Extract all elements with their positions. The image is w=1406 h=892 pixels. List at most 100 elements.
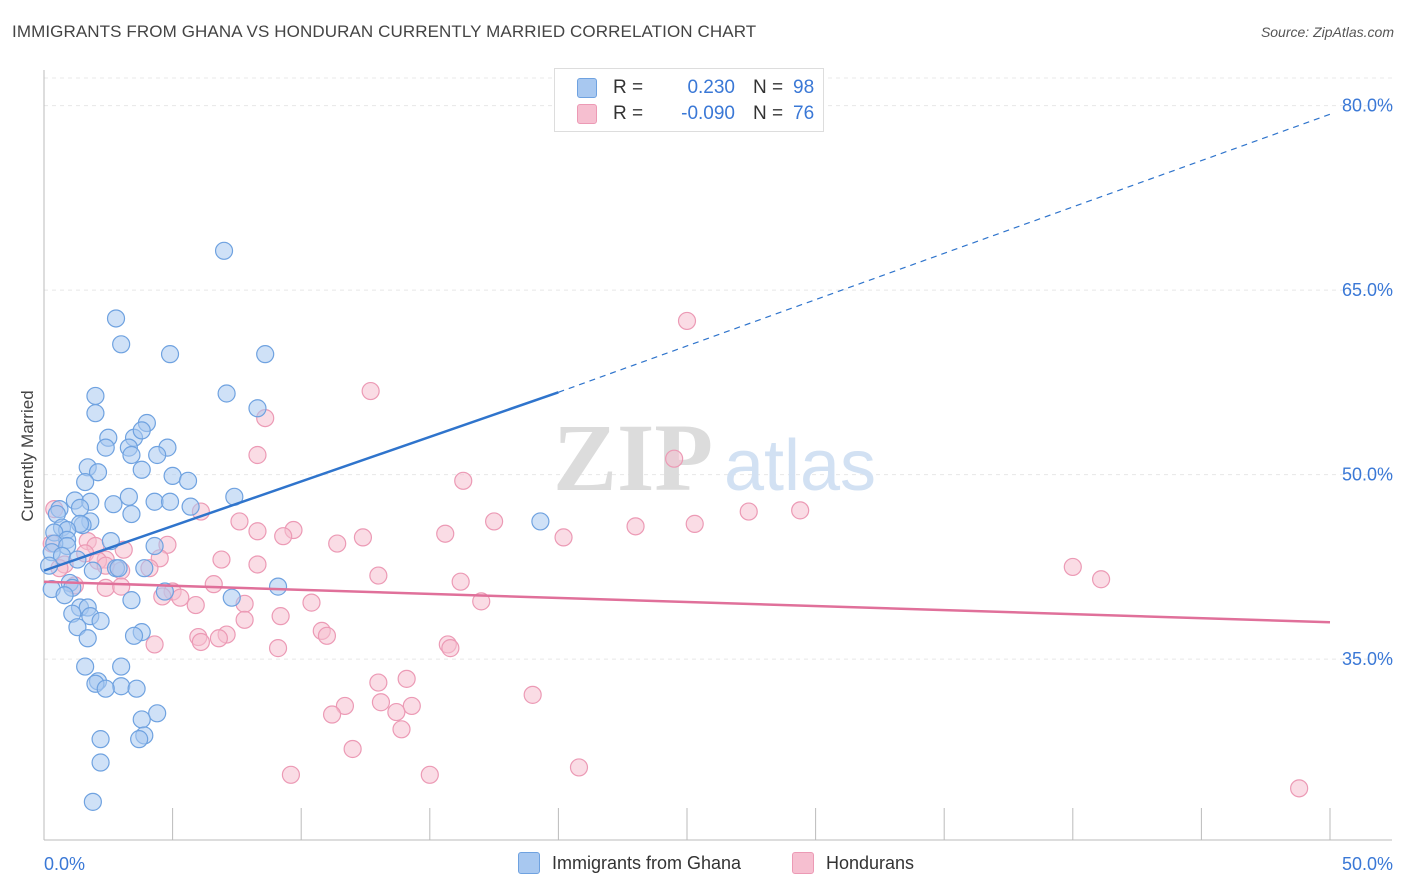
point-ghana [155, 582, 174, 601]
point-ghana [104, 495, 123, 514]
legend-r-value: -0.090 [681, 103, 735, 124]
point-hondurans [302, 593, 321, 612]
source-label: Source: ZipAtlas.com [1260, 24, 1394, 40]
y-tick-label: 35.0% [1342, 649, 1393, 669]
point-hondurans [387, 702, 406, 722]
series-hondurans [42, 311, 1309, 798]
point-hondurans [230, 512, 249, 531]
point-hondurans [371, 693, 391, 712]
point-ghana [132, 460, 151, 479]
point-ghana [112, 335, 131, 354]
legend-r-label: R = [613, 77, 644, 98]
point-hondurans [441, 639, 460, 658]
point-hondurans [420, 765, 439, 784]
bottom-legend-hondurans: Hondurans [792, 852, 914, 874]
point-ghana [130, 730, 149, 749]
point-ghana [163, 466, 182, 486]
point-hondurans [191, 632, 210, 652]
point-ghana [531, 512, 550, 531]
point-hondurans [317, 626, 337, 645]
point-ghana [148, 445, 167, 465]
stats-legend: R = 0.230 N = 98 R = -0.090 N = 76 [554, 68, 824, 132]
point-hondurans [212, 550, 231, 569]
point-hondurans [369, 673, 388, 692]
point-ghana [135, 559, 154, 578]
legend-n-label: N = [753, 77, 784, 98]
point-hondurans [685, 514, 704, 533]
point-ghana [214, 241, 234, 260]
axes [43, 70, 1392, 841]
chart-title: IMMIGRANTS FROM GHANA VS HONDURAN CURREN… [12, 22, 757, 41]
point-hondurans [145, 635, 164, 654]
point-hondurans [328, 534, 347, 553]
point-ghana [91, 753, 110, 772]
legend-swatch-hondurans [577, 104, 597, 124]
bottom-legend-swatch-ghana [518, 852, 540, 874]
point-hondurans [397, 669, 416, 688]
point-ghana [76, 657, 95, 676]
point-hondurans [248, 445, 267, 465]
point-hondurans [281, 765, 301, 784]
point-hondurans [322, 705, 342, 724]
point-ghana [268, 577, 288, 596]
point-ghana [222, 588, 241, 607]
point-ghana [78, 629, 97, 648]
y-tick-label: 80.0% [1342, 96, 1393, 116]
point-hondurans [171, 588, 190, 607]
legend-r-value: 0.230 [687, 77, 735, 98]
point-hondurans [335, 696, 355, 716]
trend-line-hondurans [43, 580, 1331, 624]
point-hondurans [1063, 557, 1082, 577]
point-hondurans [235, 610, 254, 629]
point-ghana [124, 626, 144, 645]
legend-n-value: 98 [793, 77, 815, 98]
y-tick-label: 50.0% [1342, 465, 1393, 485]
legend-n-value: 76 [793, 103, 815, 124]
point-hondurans [268, 639, 288, 658]
point-ghana [83, 561, 102, 580]
legend-n-label: N = [753, 103, 784, 124]
point-hondurans [739, 502, 758, 521]
bottom-legend-label-hondurans: Hondurans [826, 852, 915, 873]
point-ghana [96, 438, 115, 457]
point-hondurans [209, 629, 228, 648]
point-ghana [178, 471, 198, 490]
trend-line-ghana-extension [558, 113, 1331, 393]
point-hondurans [392, 720, 411, 739]
point-ghana [122, 445, 141, 465]
point-hondurans [451, 572, 470, 591]
point-ghana [106, 309, 126, 328]
watermark-zip: ZIP [553, 404, 713, 511]
point-hondurans [472, 592, 491, 611]
point-hondurans [1091, 570, 1111, 589]
point-ghana [76, 472, 95, 492]
grid-lines [44, 77, 1392, 660]
point-ghana [127, 679, 146, 698]
point-hondurans [665, 449, 684, 468]
point-hondurans [402, 696, 421, 716]
point-ghana [132, 421, 151, 440]
point-ghana [119, 487, 138, 506]
point-ghana [181, 497, 200, 516]
legend-row-ghana: R = 0.230 N = 98 [577, 75, 814, 101]
point-ghana [145, 536, 164, 556]
point-ghana [55, 586, 74, 605]
point-ghana [112, 677, 131, 696]
point-ghana [91, 730, 110, 749]
point-ghana [132, 710, 151, 729]
point-hondurans [112, 577, 131, 596]
point-ghana [86, 386, 105, 406]
y-axis-label: Currently Married [18, 390, 37, 521]
point-hondurans [1290, 779, 1309, 798]
trend-line-ghana [43, 391, 559, 572]
x-tick-label-max: 50.0% [1342, 854, 1393, 874]
point-ghana [109, 559, 128, 578]
point-ghana [86, 404, 105, 423]
point-ghana [122, 504, 141, 524]
point-hondurans [523, 685, 542, 704]
point-hondurans [569, 758, 589, 777]
point-hondurans [204, 575, 223, 594]
point-ghana [91, 611, 110, 631]
point-hondurans [248, 555, 267, 574]
